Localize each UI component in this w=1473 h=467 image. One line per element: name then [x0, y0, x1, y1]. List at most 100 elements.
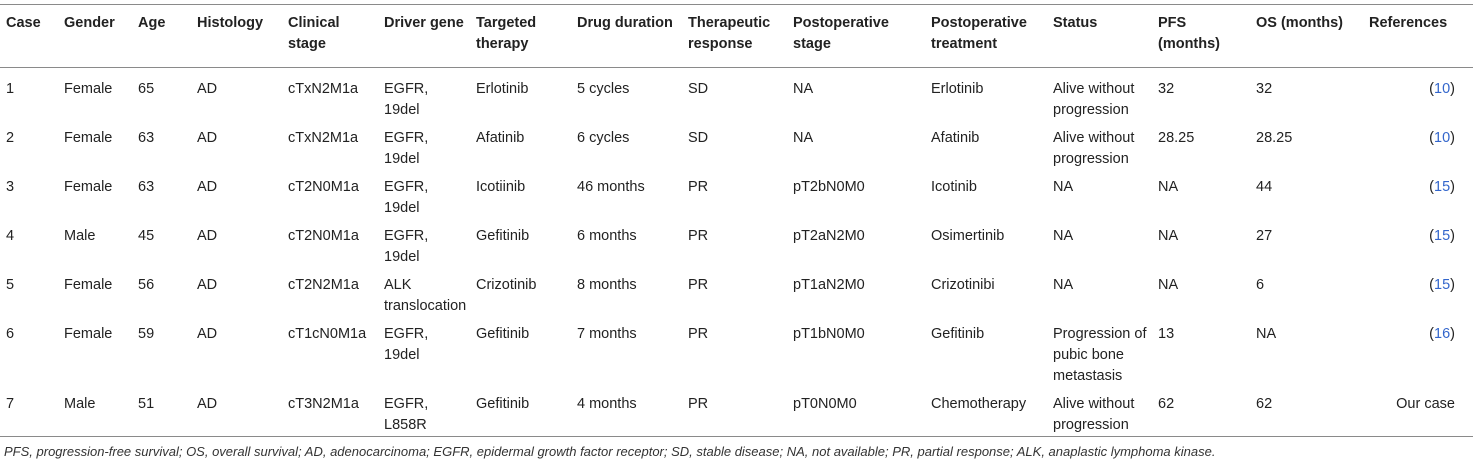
cell-age: 65	[138, 81, 155, 97]
cell-response: PR	[688, 228, 709, 244]
reference-link[interactable]: 10	[1434, 130, 1451, 146]
header-status: Status	[1053, 15, 1098, 31]
cell-postop-treatment: Osimertinib	[931, 228, 1005, 244]
header-drug-duration: Drug duration	[577, 15, 673, 31]
cell-reference: (15)	[1363, 219, 1473, 268]
reference-link[interactable]: 16	[1434, 326, 1451, 342]
reference-link[interactable]: 15	[1434, 179, 1451, 195]
cell-reference: (16)	[1363, 317, 1473, 387]
cell-case: 4	[6, 228, 15, 244]
cell-age: 51	[138, 396, 155, 412]
cell-drug-duration: 4 months	[577, 396, 637, 412]
cell-postop-stage: pT2aN2M0	[793, 228, 865, 244]
cell-postop-treatment: Afatinib	[931, 130, 980, 146]
table-footnote: PFS, progression-free survival; OS, over…	[4, 444, 1216, 459]
ref-close-paren: )	[1450, 81, 1455, 97]
cell-histology: AD	[197, 179, 218, 195]
header-pfs: PFS (months)	[1158, 15, 1221, 52]
cell-gender: Female	[64, 277, 113, 293]
cell-pfs: 62	[1158, 396, 1175, 412]
cell-clinical-stage: cT1cN0M1a	[288, 326, 367, 342]
cell-targeted-therapy: Afatinib	[476, 130, 525, 146]
cell-gender: Female	[64, 179, 113, 195]
cell-drug-duration: 6 cycles	[577, 130, 630, 146]
cell-driver-gene: EGFR, 19del	[384, 326, 429, 363]
cell-status: Alive without progression	[1053, 81, 1135, 118]
cell-drug-duration: 8 months	[577, 277, 637, 293]
ref-open-paren: (	[1429, 179, 1435, 195]
cell-reference: Our case	[1396, 396, 1455, 412]
cell-targeted-therapy: Icotiinib	[476, 179, 526, 195]
cell-case: 1	[6, 81, 15, 97]
header-age: Age	[138, 15, 166, 31]
reference-link[interactable]: 10	[1434, 81, 1451, 97]
cell-clinical-stage: cT2N0M1a	[288, 228, 359, 244]
header-therapeutic-response: Therapeutic response	[688, 15, 771, 52]
cell-targeted-therapy: Erlotinib	[476, 81, 529, 97]
cell-postop-stage: pT2bN0M0	[793, 179, 865, 195]
cell-driver-gene: EGFR, L858R	[384, 396, 429, 433]
cell-driver-gene: EGFR, 19del	[384, 81, 429, 118]
cell-status: NA	[1053, 228, 1074, 244]
cell-os: 44	[1256, 179, 1273, 195]
cell-os: 28.25	[1256, 130, 1293, 146]
cell-os: 62	[1256, 396, 1273, 412]
header-histology: Histology	[197, 15, 264, 31]
ref-close-paren: )	[1450, 326, 1455, 342]
cell-postop-stage: pT1aN2M0	[793, 277, 865, 293]
ref-close-paren: )	[1450, 277, 1455, 293]
cell-histology: AD	[197, 130, 218, 146]
cell-status: NA	[1053, 277, 1074, 293]
cell-drug-duration: 46 months	[577, 179, 645, 195]
header-references: References	[1369, 15, 1448, 31]
case-table-container: Case Gender Age Histology Clinical stage…	[0, 4, 1473, 437]
cell-age: 56	[138, 277, 155, 293]
header-targeted-therapy: Targeted therapy	[476, 15, 537, 52]
cell-driver-gene: EGFR, 19del	[384, 179, 429, 216]
case-table: Case Gender Age Histology Clinical stage…	[0, 4, 1473, 437]
cell-age: 59	[138, 326, 155, 342]
cell-age: 63	[138, 179, 155, 195]
cell-reference: (15)	[1363, 170, 1473, 219]
cell-case: 5	[6, 277, 15, 293]
ref-close-paren: )	[1450, 179, 1455, 195]
ref-open-paren: (	[1429, 228, 1435, 244]
table-row: 1 Female 65 AD cTxN2M1a EGFR, 19del Erlo…	[0, 68, 1473, 122]
ref-open-paren: (	[1429, 81, 1435, 97]
cell-clinical-stage: cT2N2M1a	[288, 277, 359, 293]
cell-postop-stage: pT0N0M0	[793, 396, 857, 412]
table-row: 6 Female 59 AD cT1cN0M1a EGFR, 19del Gef…	[0, 317, 1473, 387]
cell-case: 2	[6, 130, 15, 146]
cell-response: PR	[688, 326, 709, 342]
cell-gender: Male	[64, 228, 96, 244]
cell-driver-gene: ALK translocation	[384, 277, 467, 314]
cell-postop-treatment: Crizotinibi	[931, 277, 995, 293]
reference-link[interactable]: 15	[1434, 228, 1451, 244]
cell-gender: Female	[64, 130, 113, 146]
cell-pfs: 32	[1158, 81, 1175, 97]
cell-postop-treatment: Erlotinib	[931, 81, 984, 97]
cell-case: 7	[6, 396, 15, 412]
cell-clinical-stage: cTxN2M1a	[288, 130, 359, 146]
header-case: Case	[6, 15, 41, 31]
cell-histology: AD	[197, 396, 218, 412]
cell-case: 3	[6, 179, 15, 195]
reference-link[interactable]: 15	[1434, 277, 1451, 293]
cell-drug-duration: 5 cycles	[577, 81, 630, 97]
cell-status: Alive without progression	[1053, 396, 1135, 433]
table-row: 2 Female 63 AD cTxN2M1a EGFR, 19del Afat…	[0, 121, 1473, 170]
cell-os: 27	[1256, 228, 1273, 244]
table-row: 4 Male 45 AD cT2N0M1a EGFR, 19del Gefiti…	[0, 219, 1473, 268]
cell-targeted-therapy: Gefitinib	[476, 396, 530, 412]
cell-response: PR	[688, 396, 709, 412]
header-gender: Gender	[64, 15, 115, 31]
cell-os: NA	[1256, 326, 1277, 342]
cell-pfs: NA	[1158, 277, 1179, 293]
cell-postop-treatment: Chemotherapy	[931, 396, 1027, 412]
ref-open-paren: (	[1429, 277, 1435, 293]
cell-os: 32	[1256, 81, 1273, 97]
ref-close-paren: )	[1450, 228, 1455, 244]
cell-targeted-therapy: Gefitinib	[476, 228, 530, 244]
cell-status: Progression of pubic bone metastasis	[1053, 326, 1147, 384]
cell-status: Alive without progression	[1053, 130, 1135, 167]
